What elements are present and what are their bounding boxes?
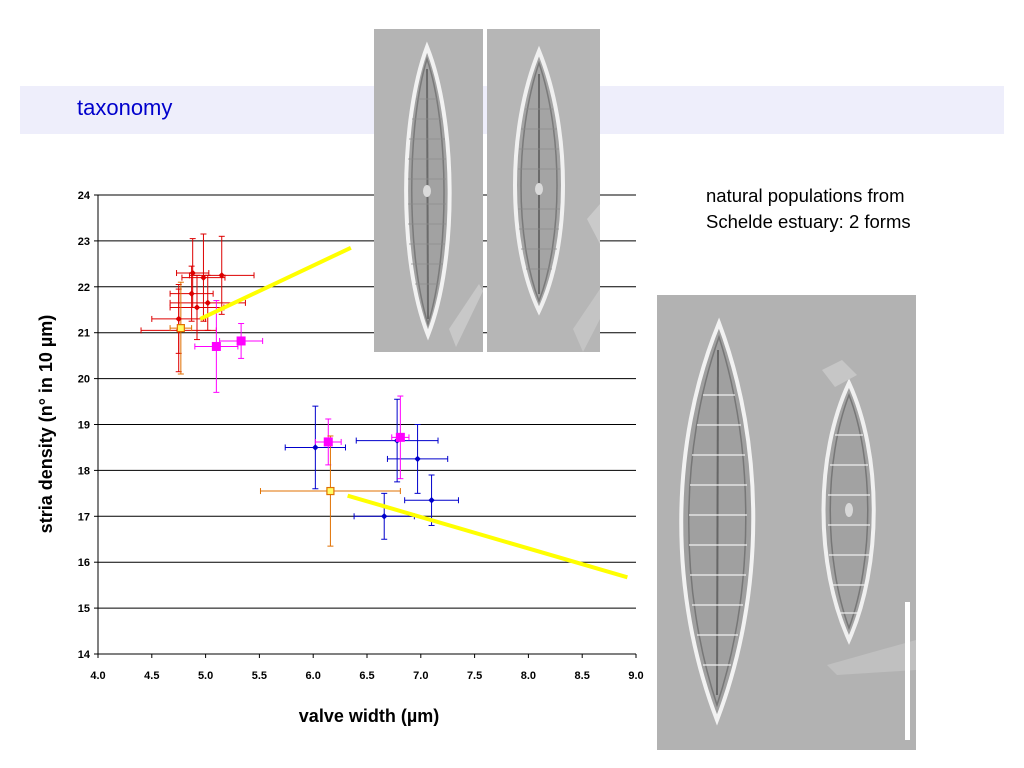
y-tick-label: 23 [78, 236, 90, 248]
data-point-orange [326, 486, 335, 496]
y-tick-label: 19 [78, 420, 90, 432]
diatom-micrograph-top-right [487, 29, 600, 352]
trend-line [199, 245, 352, 321]
x-tick-label: 9.0 [628, 670, 643, 682]
data-point-magenta [395, 432, 405, 442]
data-point-magenta [323, 437, 333, 447]
data-point-blue [428, 497, 435, 504]
data-point-magenta [211, 341, 221, 351]
y-tick-label: 16 [78, 557, 90, 569]
y-tick-label: 20 [78, 374, 90, 386]
caption-line-2: Schelde estuary: 2 forms [706, 211, 911, 232]
y-tick-label: 15 [78, 603, 90, 615]
x-tick-label: 5.5 [252, 670, 267, 682]
y-axis-label: stria density (n° in 10 µm) [36, 315, 56, 534]
x-tick-label: 7.0 [413, 670, 428, 682]
data-point-red [204, 299, 211, 307]
data-point-blue [312, 444, 319, 451]
marker-layer [175, 269, 435, 520]
axis-layer: 14 15 16 17 18 19 20 21 22 23 24 4.0 4.5 5.0 5.5 6.0 6.5… [78, 190, 644, 682]
y-tick-label: 18 [78, 465, 90, 477]
data-point-orange [176, 324, 185, 333]
x-tick-label: 6.0 [306, 670, 321, 682]
data-point-blue [414, 455, 421, 463]
x-axis-label: valve width (µm) [299, 706, 439, 726]
y-tick-label: 17 [78, 511, 90, 523]
data-point-red [189, 269, 196, 277]
data-point-red [200, 274, 207, 281]
data-point-red [218, 272, 225, 279]
caption-line-1: natural populations from [706, 185, 905, 206]
caption-note: natural populations from Schelde estuary… [706, 183, 911, 235]
x-tick-label: 6.5 [359, 670, 374, 682]
trend-line [347, 493, 628, 580]
x-tick-label: 8.5 [575, 670, 590, 682]
x-tick-label: 5.0 [198, 670, 213, 682]
data-point-blue [381, 513, 388, 520]
x-tick-label: 8.0 [521, 670, 536, 682]
x-tick-label: 4.5 [144, 670, 159, 682]
y-tick-label: 24 [78, 190, 91, 202]
trend-line-layer [199, 245, 628, 580]
data-point-red [193, 304, 201, 311]
y-tick-label: 22 [78, 282, 90, 294]
diatom-micrograph-bottom [657, 295, 916, 750]
data-point-red [188, 290, 195, 297]
data-point-red [175, 315, 182, 323]
data-point-magenta [236, 336, 246, 346]
diatom-micrograph-top-left [374, 29, 483, 352]
x-tick-label: 4.0 [90, 670, 105, 682]
y-tick-label: 21 [78, 328, 90, 340]
slide-title: taxonomy [77, 95, 173, 120]
x-tick-label: 7.5 [467, 670, 482, 682]
scale-bar [905, 602, 910, 740]
y-tick-label: 14 [78, 649, 91, 661]
